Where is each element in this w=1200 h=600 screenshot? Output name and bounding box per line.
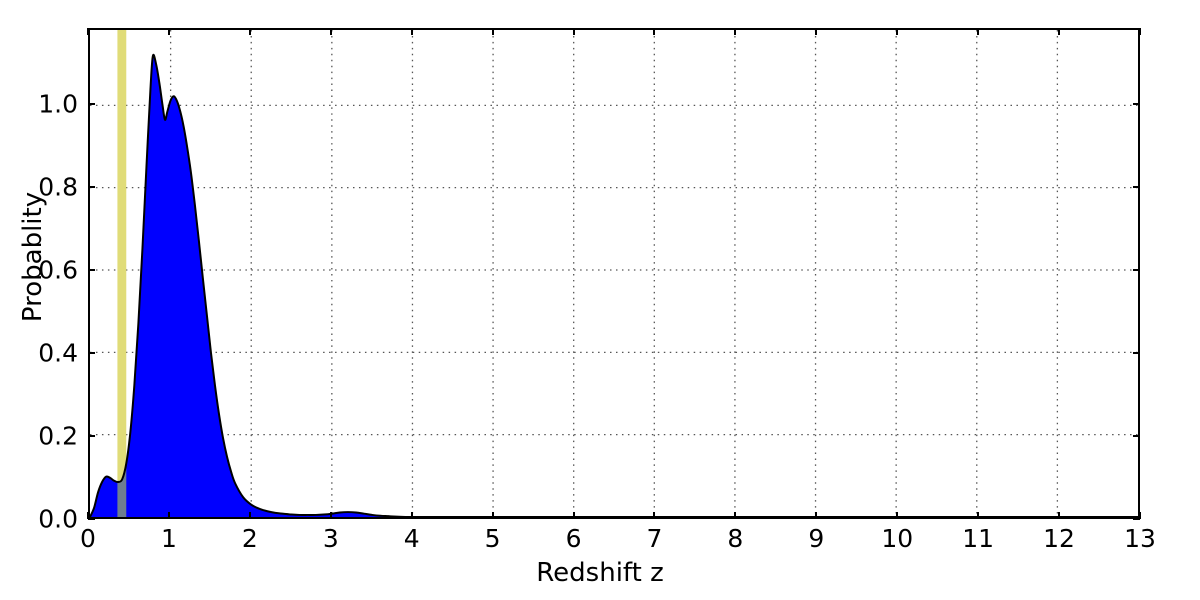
x-tick-mark [815, 512, 818, 519]
x-tick-mark [410, 512, 413, 519]
y-tick-mark [88, 434, 95, 437]
x-tick-mark-top [491, 28, 494, 35]
y-tick-label: 0.2 [38, 421, 78, 451]
y-tick-mark [88, 268, 95, 271]
x-tick-mark [1139, 512, 1141, 519]
x-tick-label: 0 [80, 524, 96, 553]
x-tick-label: 5 [484, 524, 501, 553]
y-tick-mark [88, 185, 95, 188]
x-tick-mark-top [572, 28, 575, 35]
x-tick-mark-top [410, 28, 413, 35]
x-tick-mark-top [734, 28, 737, 35]
x-tick-mark-top [248, 28, 251, 35]
y-tick-mark-right [1133, 185, 1140, 188]
y-tick-mark-right [1133, 102, 1140, 105]
highlight-band [117, 30, 127, 517]
x-tick-label: 13 [1124, 524, 1156, 553]
y-tick-mark-right [1133, 434, 1140, 437]
x-tick-label: 4 [403, 524, 420, 553]
x-tick-label: 1 [160, 524, 177, 553]
x-tick-mark-top [815, 28, 818, 35]
x-tick-label: 7 [646, 524, 663, 553]
x-tick-mark-top [1139, 28, 1141, 35]
x-axis-label: Redshift z [536, 558, 664, 588]
x-tick-mark [87, 512, 89, 519]
y-tick-label: 0.8 [38, 172, 78, 202]
y-tick-label: 0.4 [38, 338, 78, 368]
y-tick-label: 1.0 [38, 89, 78, 119]
probability-density-curve[interactable] [90, 30, 1138, 517]
x-tick-label: 12 [1043, 524, 1075, 553]
y-tick-mark-right [1133, 351, 1140, 354]
y-tick-mark [88, 518, 95, 520]
x-tick-label: 2 [241, 524, 258, 553]
x-tick-mark-top [896, 28, 899, 35]
x-tick-mark [572, 512, 575, 519]
x-tick-mark [167, 512, 170, 519]
x-tick-label: 3 [322, 524, 339, 553]
y-tick-mark [88, 351, 95, 354]
curve-outline [90, 53, 1138, 517]
x-tick-label: 6 [565, 524, 582, 553]
x-tick-label: 11 [962, 524, 995, 553]
y-tick-mark [88, 102, 95, 105]
y-tick-mark-right [1133, 268, 1140, 271]
x-tick-mark-top [329, 28, 332, 35]
highlight-band-overlap [117, 54, 127, 517]
x-tick-mark-top [1058, 28, 1061, 35]
x-tick-mark [977, 512, 980, 519]
x-tick-mark [896, 512, 899, 519]
highlight-band [117, 30, 127, 517]
y-tick-label: 0.6 [38, 255, 78, 285]
x-tick-mark [329, 512, 332, 519]
x-tick-mark [734, 512, 737, 519]
x-tick-mark [491, 512, 494, 519]
y-axis-label: Probablity [18, 191, 48, 323]
curve-fill [90, 54, 1138, 517]
x-tick-mark-top [87, 28, 89, 35]
x-tick-mark [653, 512, 656, 519]
y-tick-mark-right [1133, 518, 1140, 520]
x-tick-mark-top [167, 28, 170, 35]
x-tick-label: 10 [881, 524, 914, 553]
x-tick-mark [248, 512, 251, 519]
grid-lines [90, 30, 1138, 517]
x-tick-label: 9 [808, 524, 825, 553]
x-tick-mark [1058, 512, 1061, 519]
plot-area[interactable] [88, 28, 1140, 519]
x-tick-mark-top [977, 28, 980, 35]
x-tick-mark-top [653, 28, 656, 35]
x-tick-label: 8 [727, 524, 744, 553]
y-tick-label: 0.0 [38, 504, 78, 534]
